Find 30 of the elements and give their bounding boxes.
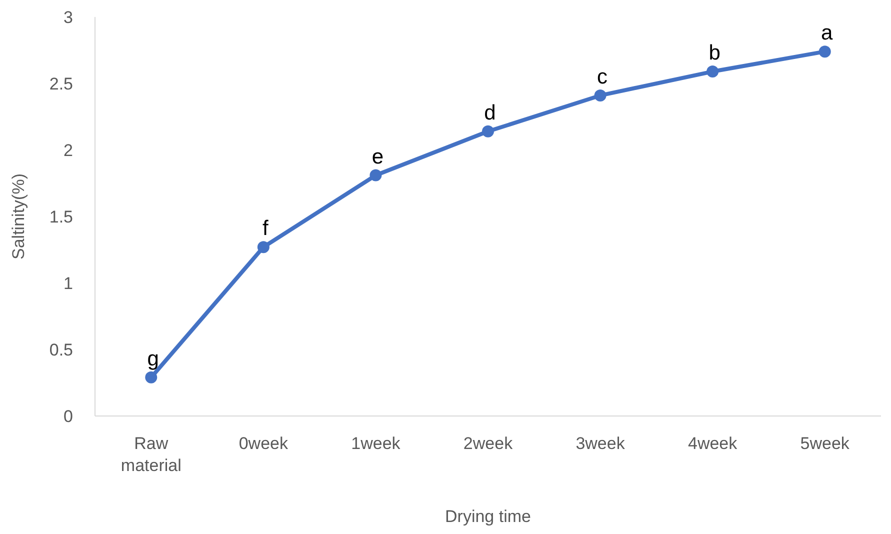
annotation: d [484,101,496,124]
annotation: e [372,145,384,168]
point [370,169,382,182]
point [482,125,494,138]
point [706,66,719,78]
annotation: c [597,65,608,88]
y-tick-label: 1 [64,274,73,293]
x-tick-label: 3week [576,434,626,453]
point [594,89,606,102]
x-tick-label: 4week [688,434,738,453]
y-tick-label: 3 [64,8,73,27]
x-tick-label: 1week [351,434,401,453]
x-tick-label: Raw material [120,434,182,475]
y-tick-label: 1.5 [49,207,73,226]
annotation: a [821,22,834,45]
y-tick-label: 0 [64,406,73,426]
x-tick-label: 2week [463,434,514,453]
point [818,46,831,58]
annotation: f [262,217,269,240]
y-tick-label: 2 [64,140,73,160]
annotation: g [147,347,159,370]
y-tick-label: 2.5 [49,74,73,94]
x-axis-title: Drying time [445,507,531,526]
point [257,241,270,254]
point [145,371,158,384]
x-tick-label: 5week [800,434,850,453]
y-tick-label: 0.5 [49,340,73,360]
x-tick-label: 0week [238,434,288,453]
annotation: b [708,42,720,65]
y-axis-title: Saltinity(%) [9,174,28,260]
